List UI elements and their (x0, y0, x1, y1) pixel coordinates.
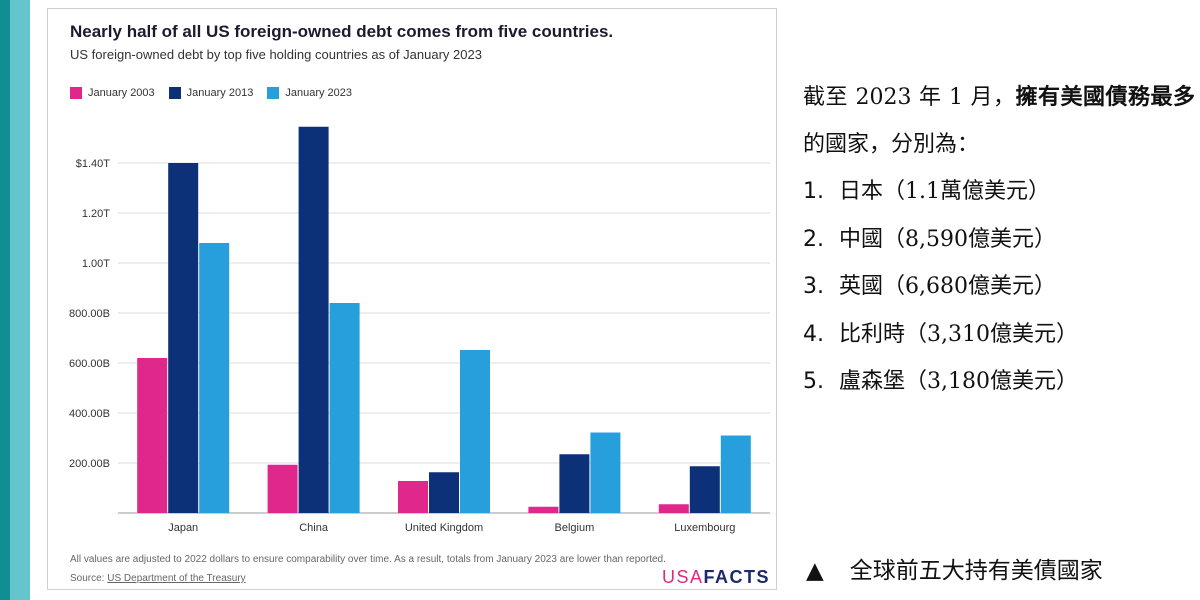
summary-intro: 截至 2023 年 1 月，擁有美國債務最多的國家，分別為： (803, 74, 1195, 168)
bar (137, 358, 168, 513)
y-tick-label: 600.00B (69, 358, 110, 370)
x-tick-label: China (299, 522, 329, 534)
list-number: 5. (803, 369, 824, 394)
legend-label: January 2003 (88, 87, 155, 99)
list-text: 中國（8,590億美元） (839, 226, 1056, 252)
list-number: 3. (803, 274, 824, 299)
list-item: 3. 英國（6,680億美元） (803, 263, 1195, 311)
chart-subtitle: US foreign-owned debt by top five holdin… (70, 47, 482, 62)
legend-item: January 2013 (168, 87, 254, 99)
source-label: Source: (70, 573, 108, 584)
intro-suffix: 的國家，分別為： (803, 132, 980, 157)
x-tick-label: United Kingdom (405, 522, 483, 534)
chart-title: Nearly half of all US foreign-owned debt… (70, 22, 614, 41)
bar (329, 303, 360, 513)
chart-footnote: All values are adjusted to 2022 dollars … (70, 554, 666, 565)
chart-source: Source: US Department of the Treasury (70, 573, 246, 584)
country-list: 1. 日本（1.1萬億美元） 2. 中國（8,590億美元） 3. 英國（6,680億… (803, 168, 1195, 406)
list-item: 1. 日本（1.1萬億美元） (803, 168, 1195, 216)
list-text: 比利時（3,310億美元） (839, 321, 1078, 347)
list-text: 日本（1.1萬億美元） (839, 179, 1050, 204)
list-number: 4. (803, 321, 824, 347)
bar (658, 504, 689, 513)
y-tick-label: 800.00B (69, 308, 110, 320)
y-tick-label: 200.00B (69, 458, 110, 470)
legend-swatch (267, 87, 280, 99)
list-text: 盧森堡（3,180億美元） (839, 369, 1078, 394)
caption-text: 全球前五大持有美債國家 (849, 558, 1103, 584)
bar (199, 243, 230, 513)
legend-item: January 2003 (70, 87, 155, 99)
list-text: 英國（6,680億美元） (839, 274, 1056, 299)
intro-bold: 擁有美國債務最多 (1015, 84, 1195, 110)
bar (720, 435, 751, 513)
list-item: 4. 比利時（3,310億美元） (803, 311, 1195, 359)
bar (429, 472, 459, 513)
legend-item: January 2023 (267, 87, 352, 99)
summary-panel: 截至 2023 年 1 月，擁有美國債務最多的國家，分別為： 1. 日本（1.1萬… (803, 74, 1195, 406)
y-tick-label: $1.40T (76, 158, 111, 170)
bar (398, 481, 428, 513)
chart-legend: January 2003 January 2013 January 2023 (70, 87, 352, 99)
list-number: 2. (803, 226, 824, 252)
y-tick-label: 1.00T (82, 258, 110, 270)
usafacts-logo: USAFACTS (662, 567, 770, 588)
y-tick-label: 1.20T (82, 208, 110, 220)
legend-label: January 2023 (285, 87, 353, 99)
bar (298, 126, 329, 513)
triangle-icon: ▲ (806, 558, 824, 584)
source-link[interactable]: US Department of the Treasury (107, 573, 246, 584)
legend-label: January 2013 (186, 87, 254, 99)
logo-usa: USA (661, 567, 704, 587)
bar (168, 163, 199, 513)
x-tick-label: Japan (168, 522, 198, 534)
bar (590, 432, 621, 513)
intro-prefix: 截至 2023 年 1 月， (803, 85, 1016, 110)
x-tick-label: Luxembourg (674, 522, 735, 534)
bar-chart: 200.00B 400.00B 600.00B 800.00B 1.00T 1.20T $1… (69, 126, 770, 534)
list-item: 5. 盧森堡（3,180億美元） (803, 358, 1195, 406)
bar (528, 506, 559, 513)
bar (689, 466, 720, 513)
logo-facts: FACTS (703, 567, 770, 587)
accent-bar (0, 0, 30, 600)
bar (559, 454, 590, 513)
list-number: 1. (803, 179, 824, 204)
chart-card: Nearly half of all US foreign-owned debt… (47, 8, 777, 590)
bar (267, 464, 298, 513)
bar (460, 350, 490, 513)
legend-swatch (168, 87, 181, 99)
y-tick-label: 400.00B (69, 408, 110, 420)
x-tick-label: Belgium (555, 522, 595, 534)
legend-swatch (70, 87, 82, 99)
image-caption: ▲ 全球前五大持有美債國家 (806, 551, 1103, 585)
list-item: 2. 中國（8,590億美元） (803, 216, 1195, 264)
